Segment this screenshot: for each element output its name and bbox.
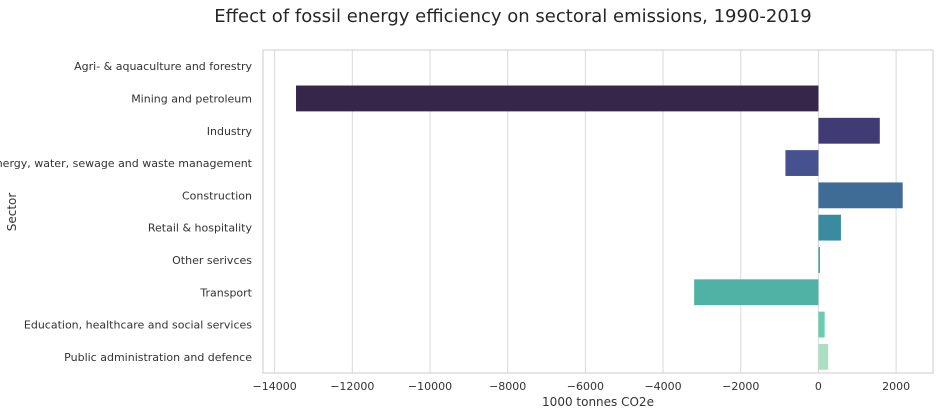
x-tick-label: −10000 — [408, 380, 452, 393]
x-tick-label: −8000 — [489, 380, 526, 393]
bar — [785, 150, 819, 176]
bar — [296, 85, 819, 112]
y-tick-label: Energy, water, sewage and waste manageme… — [0, 157, 253, 170]
x-axis-label: 1000 tonnes CO2e — [542, 395, 654, 409]
x-tick-label: −14000 — [253, 380, 297, 393]
chart-title: Effect of fossil energy efficiency on se… — [214, 6, 811, 27]
bar — [818, 214, 841, 241]
plot-frame — [262, 49, 934, 374]
bar — [818, 311, 825, 338]
bar — [818, 247, 820, 273]
bar — [818, 343, 829, 370]
y-tick-label: Retail & hospitality — [148, 222, 253, 235]
x-tick-label: 2000 — [882, 380, 910, 393]
bar — [818, 117, 880, 144]
y-tick-label: Other serivces — [172, 254, 252, 267]
bars — [296, 85, 903, 370]
bar — [818, 182, 903, 209]
y-tick-label: Education, healthcare and social service… — [24, 319, 252, 332]
bar — [694, 279, 819, 306]
y-tick-label: Public administration and defence — [64, 351, 252, 364]
x-tick-label: −6000 — [567, 380, 604, 393]
x-tick-label: −4000 — [644, 380, 681, 393]
y-tick-label: Construction — [182, 189, 252, 202]
y-tick-label: Transport — [199, 286, 252, 299]
x-tick-label: −2000 — [722, 380, 759, 393]
x-tick-labels: −14000 −12000 −10000 −8000 −6000 −4000 −2000 0 2… — [253, 380, 911, 393]
x-tick-label: 0 — [815, 380, 822, 393]
y-tick-label: Mining and petroleum — [131, 92, 252, 105]
y-tick-label: Industry — [207, 125, 253, 138]
x-tick-label: −12000 — [330, 380, 374, 393]
y-tick-label: Agri- & aquaculture and forestry — [74, 60, 252, 73]
y-tick-labels: Agri- & aquaculture and forestry Mining a… — [0, 60, 253, 364]
y-axis-label: Sector — [5, 193, 19, 232]
